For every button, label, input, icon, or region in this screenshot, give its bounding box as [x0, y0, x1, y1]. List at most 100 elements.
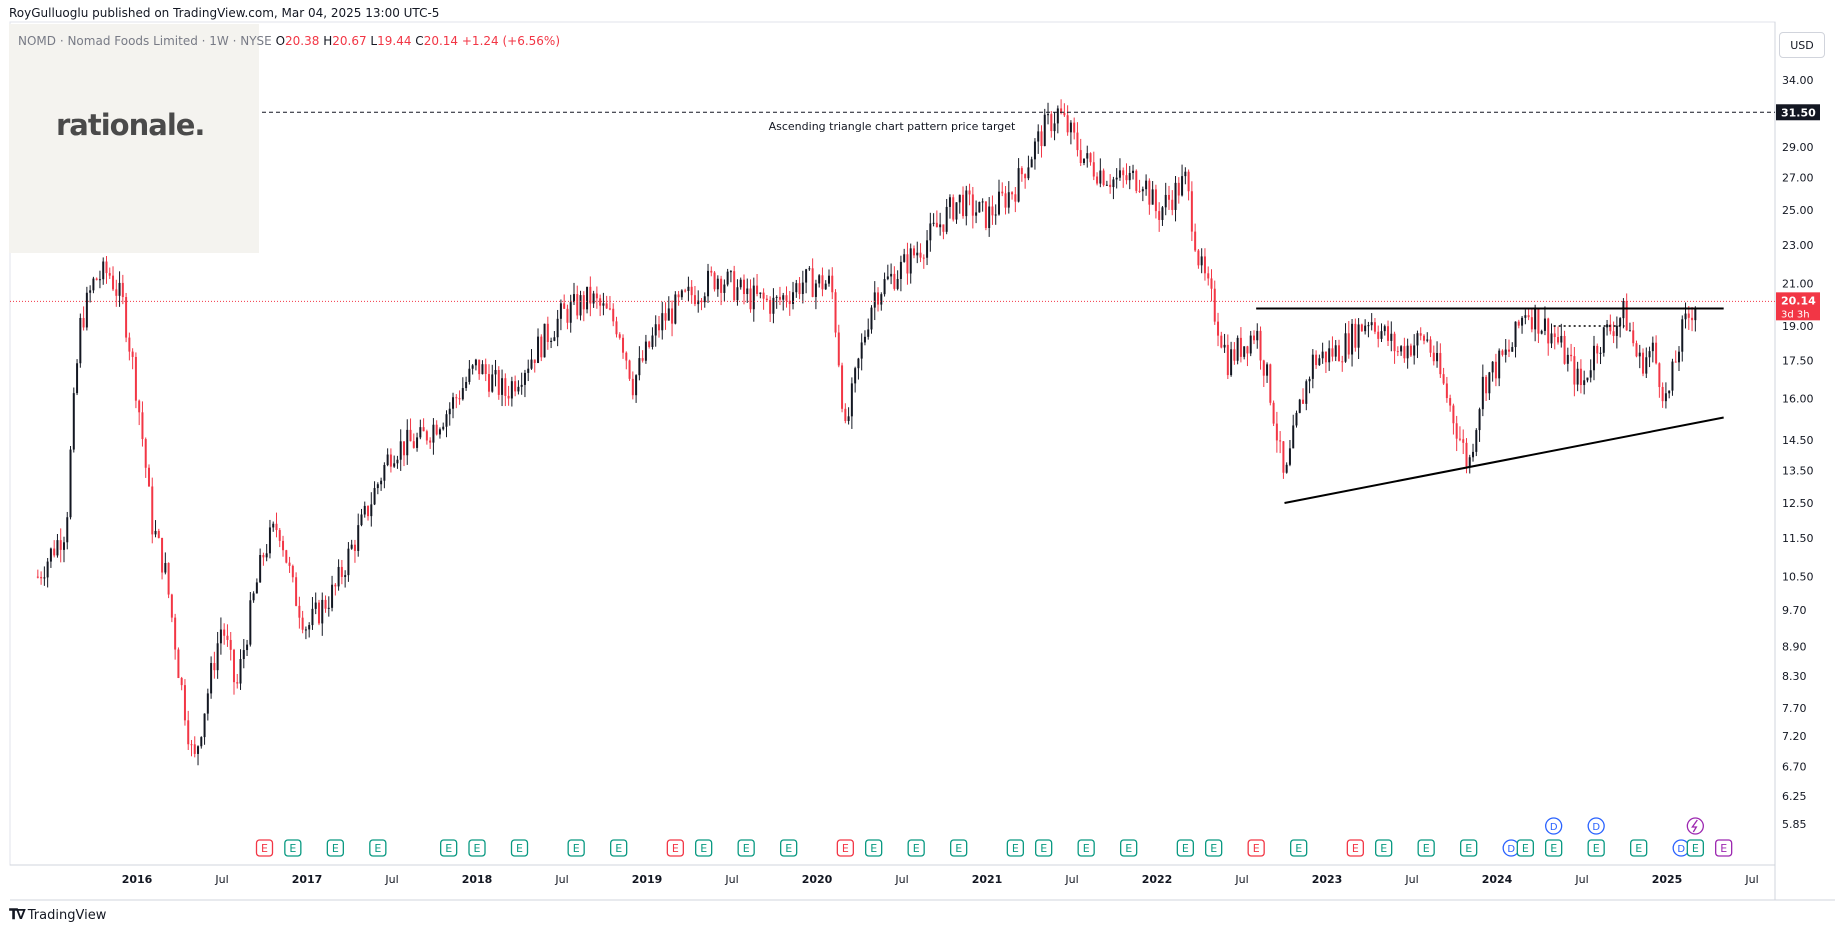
- candle-body: [1318, 358, 1321, 366]
- candle-body: [396, 459, 399, 464]
- candle-body: [746, 288, 749, 295]
- candle-body: [1167, 194, 1170, 200]
- candle-body: [481, 364, 484, 375]
- candle-body: [69, 449, 72, 518]
- candle-body: [710, 270, 713, 273]
- candle-body: [46, 561, 49, 578]
- candle-body: [919, 252, 922, 258]
- candle-body: [687, 286, 690, 291]
- legend-symbol[interactable]: NOMD · Nomad Foods Limited · 1W · NYSE: [18, 34, 272, 48]
- candle-body: [448, 408, 451, 415]
- candle-body: [1217, 321, 1220, 336]
- candle-body: [981, 201, 984, 203]
- candle-body: [471, 365, 474, 369]
- candle-body: [295, 577, 298, 606]
- candle-body: [1416, 333, 1419, 346]
- candle-body: [1619, 318, 1622, 326]
- ohlc-legend: NOMD · Nomad Foods Limited · 1W · NYSE O…: [18, 34, 560, 48]
- candle-body: [393, 463, 396, 467]
- candle-body: [785, 295, 788, 301]
- candle-body: [667, 308, 670, 321]
- candle-body: [1677, 351, 1680, 363]
- earnings-icon-label: E: [842, 842, 849, 855]
- candle-body: [726, 271, 729, 285]
- candle-body: [1606, 324, 1609, 328]
- candle-body: [465, 381, 468, 389]
- candle-body: [1426, 339, 1429, 341]
- candle-body: [563, 303, 566, 309]
- candle-body: [105, 261, 108, 274]
- candle-body: [1380, 331, 1383, 339]
- candle-body: [671, 308, 674, 324]
- earnings-icon-label: E: [474, 842, 481, 855]
- candle-body: [327, 607, 330, 609]
- tradingview-footer[interactable]: 𝐓∇ TradingView: [9, 906, 106, 924]
- candle-body: [550, 340, 553, 342]
- earnings-icon-label: E: [743, 842, 750, 855]
- candle-body: [1674, 361, 1677, 363]
- candle-body: [899, 261, 902, 279]
- candle-body: [82, 317, 85, 328]
- candle-body: [1367, 325, 1370, 327]
- y-tick-label: 29.00: [1782, 141, 1814, 154]
- x-tick-label: 2016: [122, 873, 153, 886]
- y-tick-label: 5.85: [1782, 818, 1807, 831]
- candle-body: [968, 190, 971, 195]
- y-tick-label: 11.50: [1782, 532, 1814, 545]
- candle-body: [788, 300, 791, 304]
- earnings-icon: [326, 839, 344, 857]
- legend-close-value: 20.14: [423, 34, 459, 48]
- earnings-icon: [1460, 839, 1478, 857]
- last-price-tag-bg: [1776, 292, 1820, 321]
- x-tick-label: Jul: [384, 873, 398, 886]
- candle-body: [66, 517, 69, 543]
- candle-body: [1073, 122, 1076, 133]
- candle-body: [154, 530, 157, 535]
- earnings-icon: [1630, 839, 1648, 857]
- candle-body: [432, 424, 435, 443]
- candle-body: [1540, 330, 1543, 334]
- earnings-icon: [1120, 839, 1138, 857]
- currency-button[interactable]: USD: [1779, 32, 1825, 58]
- y-tick-label: 16.00: [1782, 393, 1814, 406]
- candle-body: [831, 275, 834, 293]
- candle-body: [1252, 335, 1255, 341]
- y-tick-label: 8.90: [1782, 641, 1807, 654]
- candle-body: [1213, 288, 1216, 322]
- candle-body: [739, 279, 742, 288]
- candle-body: [527, 368, 530, 373]
- candle-body: [1256, 330, 1259, 341]
- candle-body: [1027, 167, 1030, 179]
- candle-body: [1642, 352, 1645, 374]
- candle-body: [474, 359, 477, 366]
- y-tick-label: 7.70: [1782, 702, 1807, 715]
- candle-body: [1086, 153, 1089, 159]
- publisher-line: RoyGulluoglu published on TradingView.co…: [9, 6, 440, 20]
- y-tick-label: 14.50: [1782, 434, 1814, 447]
- candle-body: [98, 279, 101, 281]
- candle-body: [592, 293, 595, 304]
- candle-body: [1004, 193, 1007, 208]
- candle-body: [1096, 176, 1099, 184]
- candle-body: [857, 358, 860, 369]
- candle-body: [1609, 324, 1612, 332]
- y-tick-label: 12.50: [1782, 497, 1814, 510]
- candle-body: [1592, 345, 1595, 371]
- candle-body: [1671, 361, 1674, 391]
- candle-body: [736, 287, 739, 301]
- candle-body: [684, 290, 687, 292]
- candle-body: [1102, 170, 1105, 186]
- candle-body: [1298, 399, 1301, 413]
- target-price-tag: 31.50: [1781, 106, 1816, 119]
- candle-body: [890, 273, 893, 277]
- candle-body: [236, 682, 239, 684]
- legend-close-label: C: [415, 34, 424, 48]
- candle-body: [602, 303, 605, 306]
- candle-body: [1308, 378, 1311, 382]
- candle-body: [674, 294, 677, 324]
- candle-body: [733, 271, 736, 301]
- candle-body: [1197, 250, 1200, 266]
- x-tick-label: Jul: [1744, 873, 1758, 886]
- candle-body: [337, 566, 340, 587]
